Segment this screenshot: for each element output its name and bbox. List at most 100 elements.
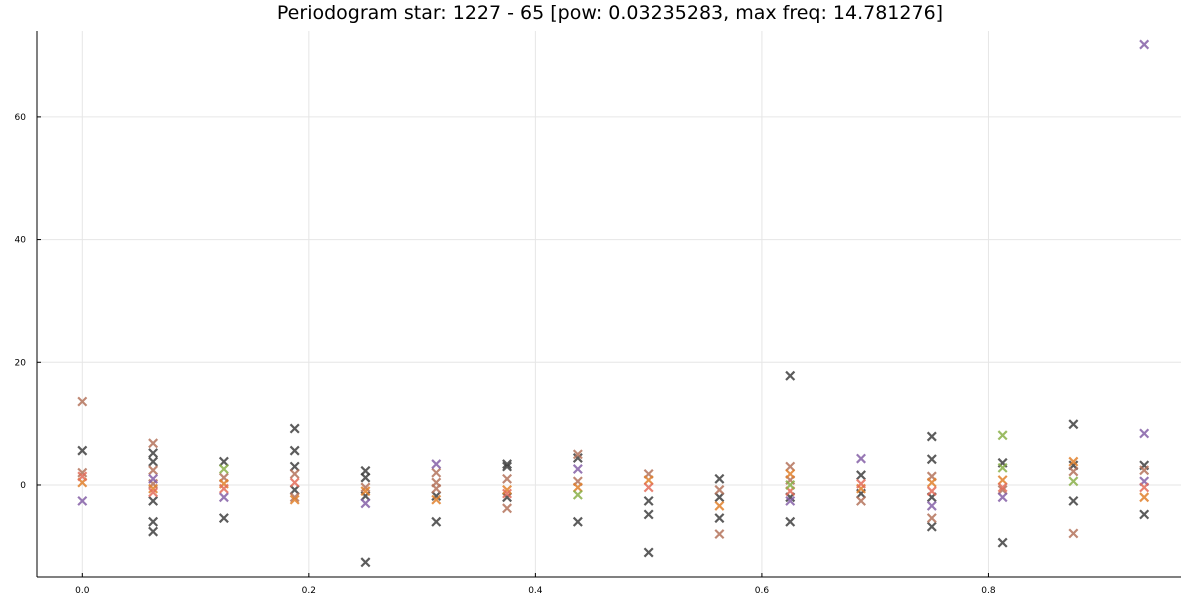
series-0 (77, 370, 1150, 568)
data-point (289, 492, 300, 503)
data-point (714, 484, 725, 495)
data-point (289, 445, 300, 456)
data-point (997, 462, 1008, 473)
data-point (1068, 528, 1079, 539)
data-point (785, 461, 796, 472)
y-tick-label: 20 (15, 358, 27, 368)
data-point (77, 467, 88, 478)
data-point (714, 500, 725, 511)
data-point (643, 482, 654, 493)
data-point (360, 486, 371, 497)
data-point (1068, 476, 1079, 487)
series-3 (77, 456, 1150, 511)
data-point (218, 464, 229, 475)
data-point (572, 453, 583, 463)
data-point (502, 459, 513, 470)
data-point (1139, 482, 1150, 493)
data-point (431, 494, 442, 505)
chart-title: Periodogram star: 1227 - 65 [pow: 0.0323… (277, 2, 943, 24)
data-point (1139, 39, 1150, 50)
data-point (502, 473, 513, 484)
data-point (926, 431, 937, 442)
data-point (502, 503, 513, 514)
data-point (572, 449, 583, 460)
axes (36, 31, 1181, 578)
data-point (502, 461, 513, 472)
data-point (289, 423, 300, 434)
data-point (1068, 419, 1079, 430)
data-point (289, 461, 300, 472)
data-point (289, 477, 300, 488)
data-point (148, 438, 159, 449)
data-point (148, 456, 159, 467)
data-point (431, 483, 442, 494)
data-point (926, 454, 937, 465)
x-tick-label: 0.4 (528, 586, 543, 596)
data-point (148, 526, 159, 537)
data-point (856, 478, 866, 489)
data-point (997, 475, 1008, 486)
data-point (714, 513, 725, 524)
data-point (1139, 465, 1150, 476)
data-point (360, 482, 371, 493)
data-point (77, 445, 88, 456)
data-point (77, 495, 88, 506)
data-point (1068, 495, 1079, 506)
data-point (431, 459, 442, 470)
data-point (1068, 456, 1079, 467)
data-point (926, 513, 937, 524)
data-point (360, 472, 371, 483)
data-point (77, 396, 88, 407)
data-point (148, 487, 159, 498)
data-point (926, 500, 937, 511)
data-point (997, 537, 1008, 548)
data-point (431, 467, 442, 478)
data-point (148, 516, 159, 527)
data-point (502, 492, 513, 503)
data-point (572, 482, 583, 493)
data-point (218, 513, 229, 524)
data-point (1139, 428, 1150, 439)
data-point (785, 516, 796, 527)
data-point (926, 477, 937, 488)
data-point (1139, 509, 1150, 520)
data-point (77, 471, 88, 482)
x-tick-label: 0.0 (75, 586, 90, 596)
data-point (572, 516, 583, 527)
data-point (148, 448, 159, 459)
data-point (1068, 466, 1079, 477)
series-5 (218, 430, 1079, 500)
data-point (997, 484, 1008, 495)
data-point (1139, 492, 1150, 503)
x-tick-label: 0.8 (981, 586, 996, 596)
data-point (502, 488, 513, 499)
data-point (714, 473, 725, 484)
data-point (572, 489, 583, 500)
y-tick-label: 40 (15, 236, 27, 246)
data-point (856, 453, 866, 464)
data-point (431, 491, 442, 501)
data-point (431, 516, 442, 527)
data-point (572, 464, 583, 475)
tick-labels: 0.0 0.2 0.4 0.6 0.8 0 20 40 60 (15, 113, 996, 596)
data-point (643, 475, 654, 486)
data-point (148, 495, 159, 506)
series-1 (77, 396, 1150, 540)
data-point (289, 494, 300, 505)
data-point (643, 547, 654, 558)
data-point (289, 468, 300, 479)
data-point (218, 492, 229, 503)
x-tick-label: 0.6 (755, 586, 770, 596)
data-point (714, 529, 725, 540)
data-point (997, 482, 1008, 493)
data-point (856, 470, 866, 481)
y-tick-label: 60 (15, 113, 27, 123)
data-point (360, 557, 371, 568)
data-point (785, 495, 796, 506)
data-point (926, 486, 937, 497)
data-point (218, 456, 229, 467)
data-point (997, 492, 1008, 503)
data-point (643, 495, 654, 506)
